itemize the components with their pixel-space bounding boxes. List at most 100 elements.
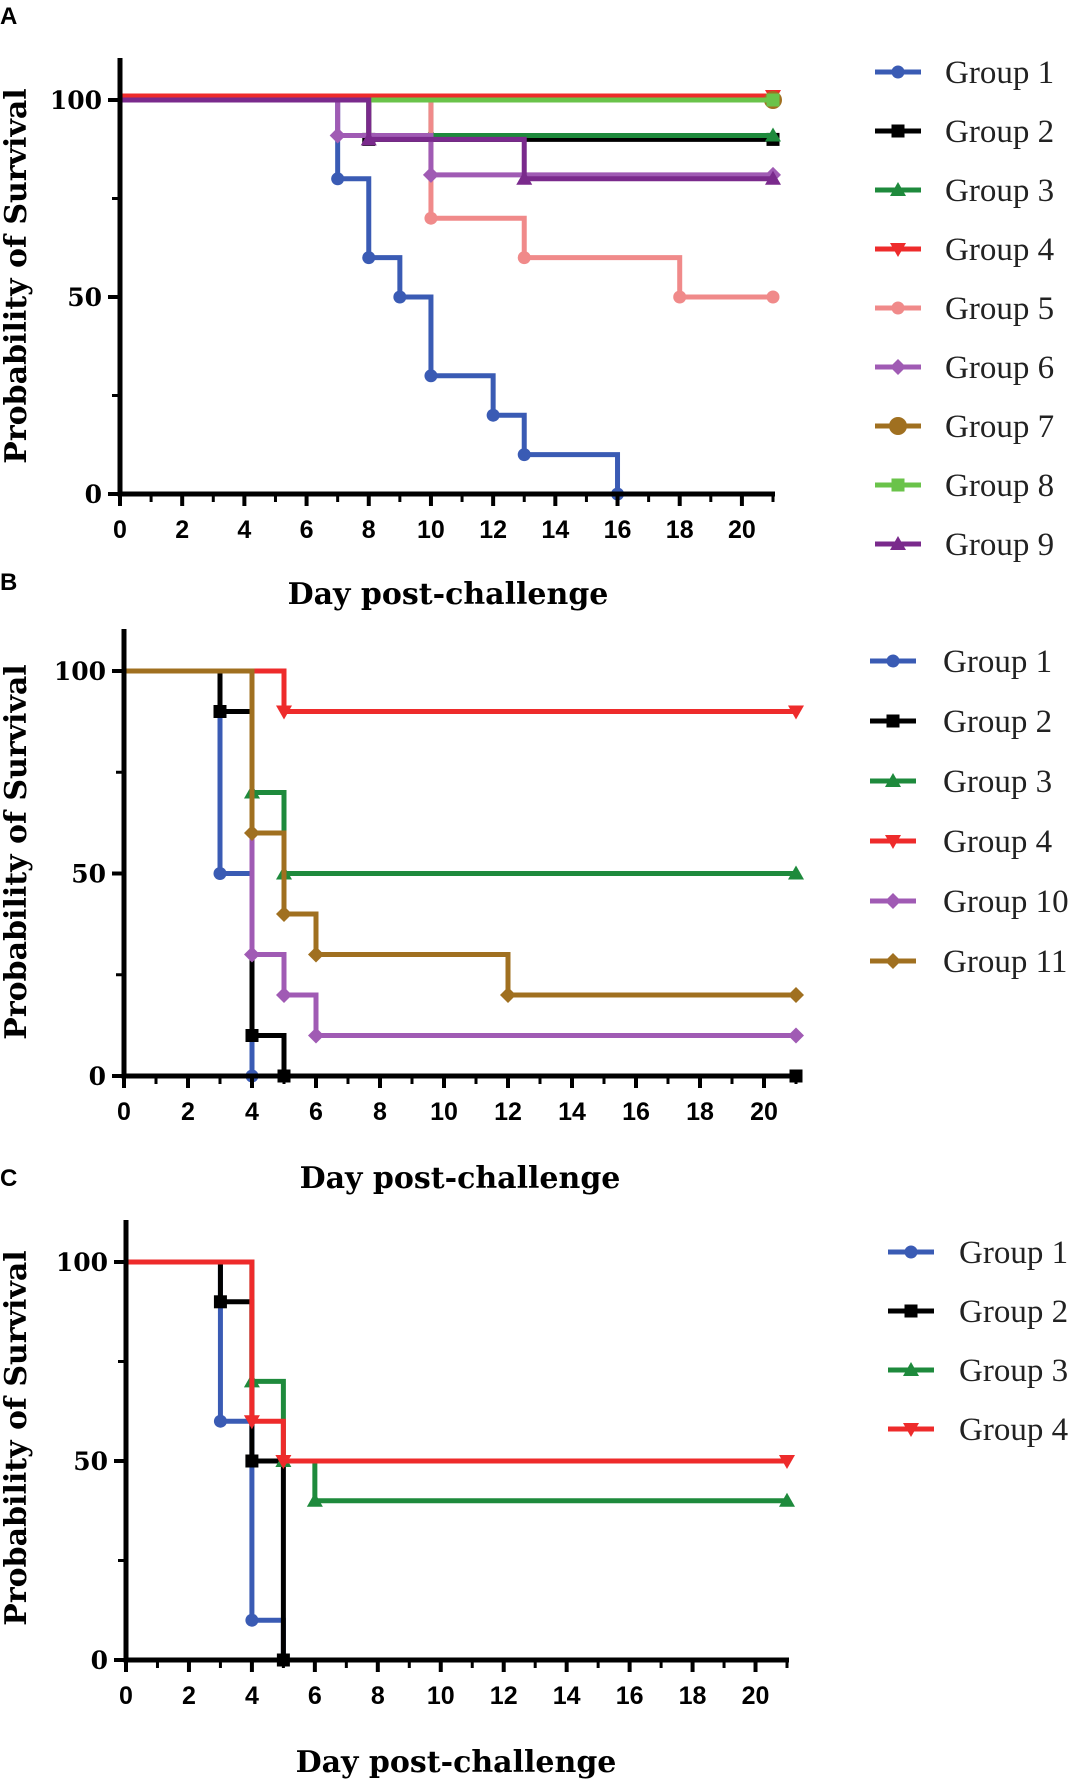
- legend-marker: [890, 243, 906, 257]
- x-tick-label: 12: [479, 516, 507, 544]
- data-point: [500, 987, 516, 1003]
- legend-item: Group 9: [875, 527, 1054, 563]
- survival-line: [124, 668, 255, 1076]
- series-group-2: [126, 1259, 290, 1667]
- legend-item: Group 1: [870, 644, 1052, 680]
- y-axis-title-a: Probability of Survival: [0, 88, 34, 463]
- data-point: [779, 1492, 795, 1507]
- data-point: [329, 127, 346, 144]
- legend-marker: [891, 478, 905, 492]
- legend-item: Group 6: [875, 350, 1054, 386]
- x-tick-label: 4: [245, 1682, 259, 1710]
- legend-marker: [889, 417, 907, 435]
- legend-a: Group 1 Group 2 Group 3 Group 4 Group 5 Group…: [875, 55, 1054, 563]
- data-point: [308, 1027, 324, 1044]
- y-tick-label: 0: [89, 1062, 106, 1091]
- x-tick-label: 18: [686, 1098, 714, 1126]
- x-tick-label: 20: [728, 516, 756, 544]
- x-tick-label: 14: [553, 1682, 581, 1710]
- legend-item: Group 3: [888, 1353, 1068, 1389]
- data-point: [788, 705, 804, 720]
- legend-label: Group 1: [945, 55, 1054, 91]
- x-tick-label: 2: [181, 1098, 195, 1126]
- y-tick-label: 50: [73, 1447, 108, 1476]
- x-tick-label: 8: [371, 1682, 385, 1710]
- panel-label-b: B: [0, 569, 17, 596]
- legend-label: Group 10: [943, 884, 1069, 920]
- x-tick-label: 10: [417, 516, 445, 544]
- plot-area-c: 0 2 4 6 8 10 12 14 16 18 20 0 50 100: [56, 1220, 795, 1710]
- legend-item: Group 5: [875, 291, 1054, 327]
- x-tick-label: 8: [373, 1098, 387, 1126]
- x-tick-label: 20: [750, 1098, 778, 1126]
- data-point: [517, 448, 531, 462]
- y-axis-title-b: Probability of Survival: [0, 664, 34, 1039]
- plot-area-b: 0 2 4 6 8 10 12 14 16 18 20 0 50 100: [54, 629, 804, 1126]
- data-point: [766, 290, 780, 304]
- x-tick-label: 18: [679, 1682, 707, 1710]
- panel-a: A 0 2 4 6 8 10 12 14 16 18 20 0 50 100 Day post-chall…: [0, 3, 1054, 612]
- x-tick-label: 0: [119, 1682, 133, 1710]
- x-tick-label: 6: [308, 1682, 322, 1710]
- data-point: [788, 1027, 804, 1044]
- axes: 0 2 4 6 8 10 12 14 16 18 20 0 50 100: [54, 629, 798, 1126]
- series-group-10: [124, 668, 804, 1044]
- x-tick-label: 16: [622, 1098, 650, 1126]
- legend-item: Group 4: [870, 824, 1052, 860]
- data-point: [245, 1454, 259, 1468]
- survival-line: [126, 1259, 787, 1464]
- legend-label: Group 1: [959, 1235, 1068, 1271]
- x-tick-label: 0: [113, 516, 127, 544]
- data-point: [306, 1492, 323, 1507]
- y-tick-label: 0: [91, 1646, 108, 1675]
- legend-c: Group 1 Group 2 Group 3 Group 4: [888, 1235, 1068, 1448]
- x-tick-label: 4: [245, 1098, 259, 1126]
- y-axis-title-c: Probability of Survival: [0, 1250, 34, 1625]
- legend-marker: [885, 773, 901, 787]
- survival-line: [120, 97, 621, 494]
- legend-marker: [903, 1362, 919, 1376]
- data-point: [213, 1414, 227, 1428]
- legend-label: Group 2: [959, 1294, 1068, 1330]
- data-point: [244, 825, 260, 841]
- legend-item: Group 2: [888, 1294, 1068, 1330]
- legend-item: Group 3: [870, 764, 1052, 800]
- series-group-1: [124, 668, 259, 1083]
- survival-line: [120, 97, 773, 182]
- data-point: [424, 369, 438, 383]
- y-tick-label: 50: [71, 860, 106, 889]
- series-group-5: [120, 97, 780, 304]
- series-group-11: [124, 668, 804, 1003]
- legend-marker: [904, 1245, 918, 1259]
- legend-item: Group 11: [870, 944, 1067, 980]
- survival-line: [124, 668, 796, 1038]
- series-group-3: [120, 97, 781, 142]
- legend-label: Group 2: [943, 704, 1052, 740]
- series-group-1: [126, 1259, 290, 1667]
- legend-marker: [886, 714, 900, 728]
- y-tick-label: 100: [54, 657, 106, 686]
- data-point: [213, 867, 227, 880]
- legend-label: Group 9: [945, 527, 1054, 563]
- survival-line: [126, 1259, 286, 1660]
- data-point: [765, 170, 781, 185]
- x-axis-title-a: Day post-challenge: [288, 577, 609, 612]
- axes: 0 2 4 6 8 10 12 14 16 18 20 0 50 100: [50, 58, 775, 544]
- data-point: [360, 131, 377, 146]
- legend-marker: [885, 893, 901, 909]
- legend-b: Group 1 Group 2 Group 3 Group 4 Group 10 Grou…: [870, 644, 1069, 980]
- legend-label: Group 2: [945, 114, 1054, 150]
- data-point: [362, 251, 376, 265]
- data-point: [516, 170, 533, 185]
- series-group-3: [124, 668, 804, 880]
- legend-marker: [885, 835, 901, 849]
- data-point: [245, 1029, 259, 1042]
- series-group-1: [120, 97, 625, 501]
- survival-line: [120, 97, 773, 138]
- legend-item: Group 8: [875, 468, 1054, 504]
- panel-label-c: C: [0, 1165, 17, 1192]
- x-tick-label: 14: [558, 1098, 586, 1126]
- data-point: [276, 987, 292, 1003]
- data-point: [244, 946, 260, 963]
- data-point: [517, 251, 531, 265]
